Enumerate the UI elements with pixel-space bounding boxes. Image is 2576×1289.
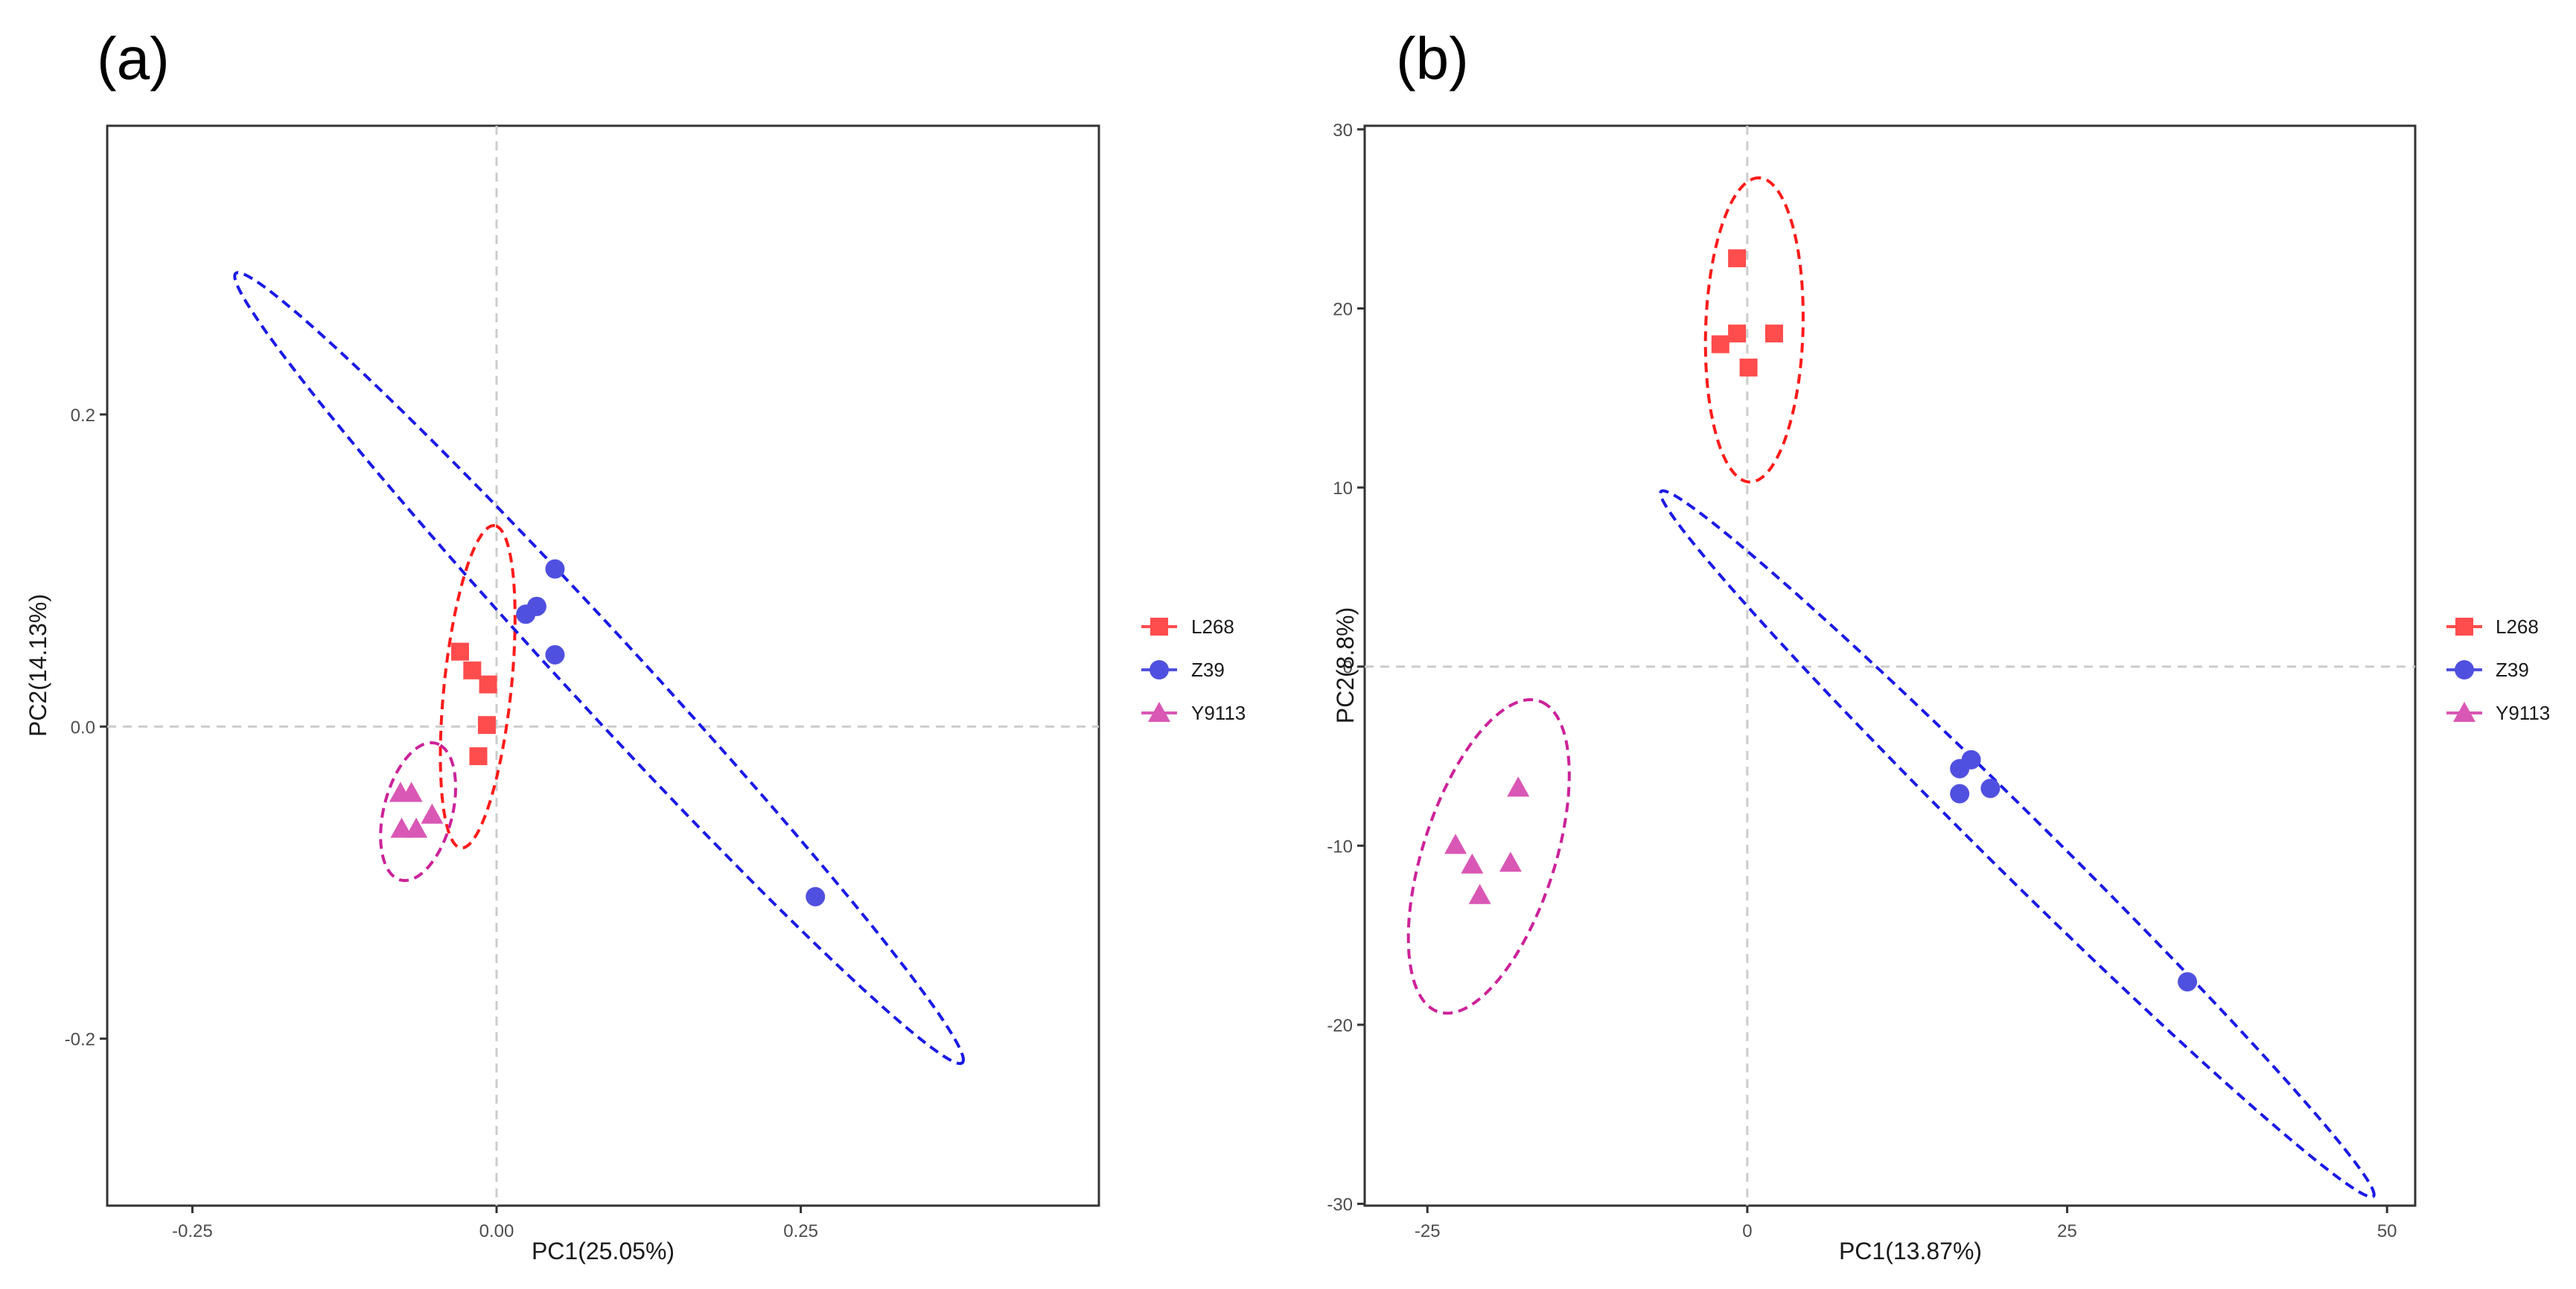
panel-b-point-l268-1 <box>1728 249 1747 268</box>
panel-b-point-y9113-3 <box>1461 853 1484 874</box>
panel-b-x-ticks: -25 0 25 50 <box>1415 1206 2397 1241</box>
panel-b-reference-lines <box>1365 126 2415 1206</box>
panel-a-point-y9113-5 <box>405 817 428 838</box>
legend-label-l268: L268 <box>2496 615 2539 638</box>
legend-key-y9113 <box>1148 702 1170 722</box>
panel-a-point-y9113-4 <box>390 817 413 838</box>
panel-a-point-z39-5 <box>806 886 826 906</box>
panel-a-point-z39-4 <box>545 644 565 665</box>
panel-b-legend: L268 Z39 Y9113 <box>2446 615 2550 724</box>
panel-b-point-l268-5 <box>1739 358 1758 377</box>
panel-a-ytick-label: 0.2 <box>71 406 95 426</box>
panel-b-ytick-label: -10 <box>1327 837 1353 857</box>
panel-b-xtick-label: -25 <box>1415 1221 1441 1241</box>
panel-b-points <box>1444 249 2198 992</box>
panel-a-x-axis-title: PC1(25.05%) <box>532 1238 675 1264</box>
panel-b-xtick-label: 50 <box>2377 1221 2397 1241</box>
legend-key-l268 <box>1150 618 1168 636</box>
panel-b-ytick-label: 30 <box>1333 121 1353 141</box>
panel-b-point-l268-3 <box>1728 324 1747 343</box>
panel-a-ellipses <box>233 271 965 1066</box>
panel-a-point-z39-3 <box>516 604 536 624</box>
panel-a-y-axis-title: PC2(14.13%) <box>25 594 51 737</box>
legend-key-y9113 <box>2453 702 2475 722</box>
panel-a-point-l268-4 <box>477 716 496 735</box>
panel-b-y-axis-title: PC2(8.8%) <box>1332 607 1359 724</box>
panel-b-ytick-label: 0 <box>1343 658 1353 678</box>
panel-a-point-z39-1 <box>545 559 565 579</box>
panel-a-point-l268-3 <box>479 675 497 694</box>
panel-a-ellipse-y9113 <box>379 741 457 883</box>
panel-a: (a) -0.25 0.00 0.25 -0.2 0.0 0.2 PC1(25.05%)… <box>25 25 1246 1264</box>
panel-b-xtick-label: 25 <box>2057 1221 2077 1241</box>
panel-a-y-ticks: -0.2 0.0 0.2 <box>65 406 107 1050</box>
panel-a-point-y9113-2 <box>400 781 423 802</box>
panel-b-x-axis-title: PC1(13.87%) <box>1839 1238 1982 1264</box>
panel-a-point-l268-2 <box>463 661 482 679</box>
panel-b-ytick-label: -30 <box>1327 1195 1353 1215</box>
panel-a-point-l268-1 <box>450 642 469 661</box>
panel-b-label: (b) <box>1396 25 1469 92</box>
panel-b-point-l268-4 <box>1764 324 1783 343</box>
panel-b-point-z39-5 <box>2178 972 2198 992</box>
panel-b-ellipse-l268 <box>1703 176 1805 484</box>
panel-b-ellipses <box>1406 176 2376 1199</box>
panel-a-plot-frame <box>106 124 1100 1207</box>
panel-b-ytick-label: -20 <box>1327 1016 1353 1036</box>
panel-b: (b) -25 0 25 50 -30 -20 -10 0 10 20 30 PC1(13.87%… <box>1327 25 2550 1264</box>
panel-a-points <box>389 559 826 906</box>
panel-a-reference-lines <box>107 126 1099 1206</box>
legend-label-l268: L268 <box>1191 615 1234 638</box>
legend-key-z39 <box>1150 660 1169 679</box>
panel-a-ytick-label: 0.0 <box>71 717 95 738</box>
panel-a-point-y9113-3 <box>421 803 444 824</box>
legend-key-z39 <box>2455 660 2474 679</box>
legend-key-l268 <box>2455 618 2473 636</box>
panel-a-xtick-label: 0.25 <box>783 1221 818 1241</box>
panel-a-label: (a) <box>97 25 170 92</box>
panel-b-ellipse-z39 <box>1659 489 2376 1199</box>
legend-label-y9113: Y9113 <box>2496 702 2550 724</box>
panel-b-ellipse-y9113 <box>1406 698 1571 1015</box>
legend-label-z39: Z39 <box>2496 659 2529 681</box>
panel-b-point-y9113-5 <box>1468 883 1491 904</box>
legend-label-z39: Z39 <box>1191 659 1225 681</box>
panel-b-xtick-label: 0 <box>1742 1221 1752 1241</box>
legend-label-y9113: Y9113 <box>1191 702 1246 724</box>
panel-b-point-l268-2 <box>1711 335 1729 354</box>
panel-a-point-l268-5 <box>469 747 488 766</box>
panel-a-legend: L268 Z39 Y9113 <box>1141 615 1246 724</box>
panel-b-point-z39-4 <box>1980 778 2000 799</box>
panel-a-xtick-label: -0.25 <box>172 1221 213 1241</box>
panel-a-ytick-label: -0.2 <box>65 1030 95 1050</box>
panel-b-point-z39-2 <box>1961 749 1981 770</box>
panel-b-ytick-label: 20 <box>1333 299 1353 319</box>
panel-b-point-y9113-2 <box>1444 834 1467 854</box>
panel-a-x-ticks: -0.25 0.00 0.25 <box>172 1206 818 1241</box>
panel-b-point-z39-3 <box>1950 784 1970 804</box>
panel-b-point-y9113-4 <box>1499 851 1522 872</box>
panel-a-ellipse-z39 <box>233 271 965 1066</box>
panel-b-y-ticks: -30 -20 -10 0 10 20 30 <box>1327 121 1365 1215</box>
panel-b-point-y9113-1 <box>1507 776 1530 797</box>
panel-a-xtick-label: 0.00 <box>479 1221 514 1241</box>
panel-b-ytick-label: 10 <box>1333 479 1353 499</box>
